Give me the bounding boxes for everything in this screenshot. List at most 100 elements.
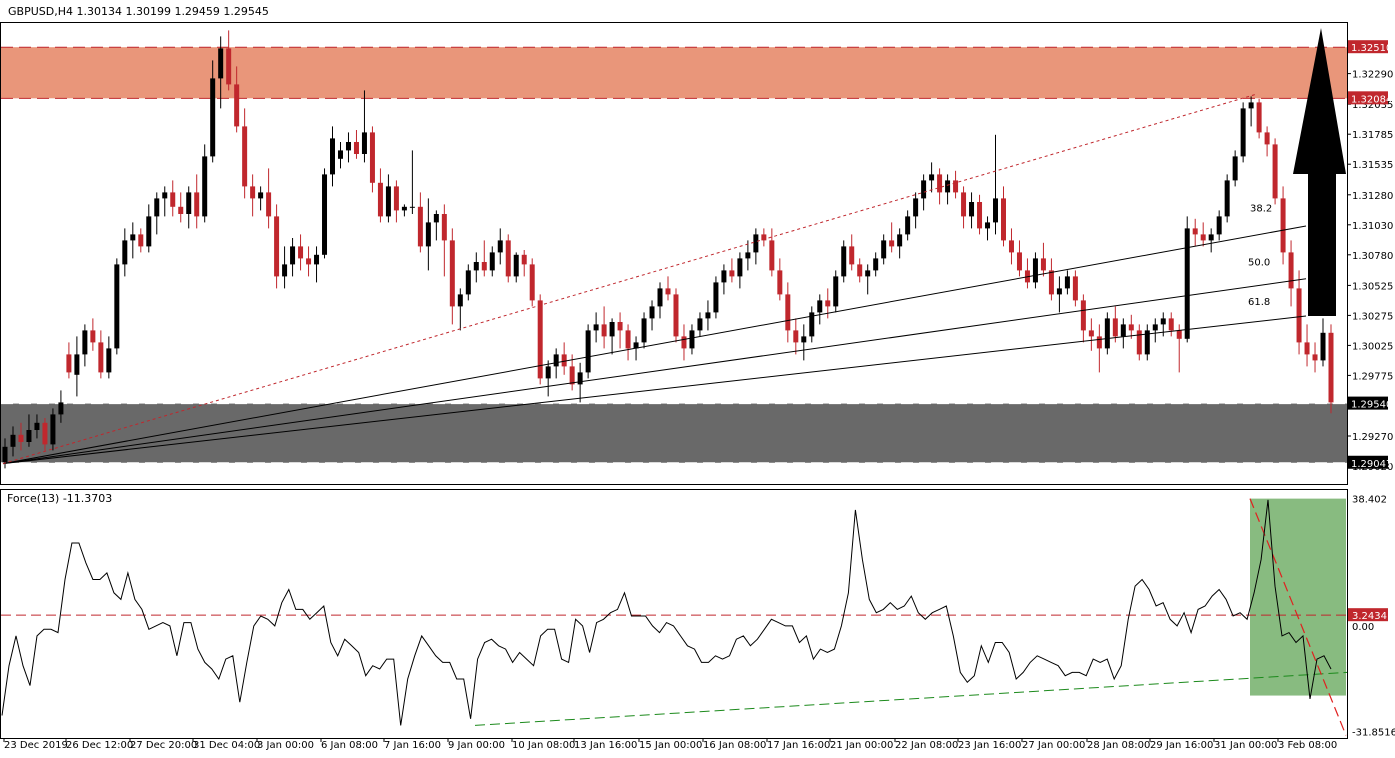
candle-body bbox=[1161, 318, 1166, 324]
candle-body bbox=[1241, 108, 1246, 156]
candle-body bbox=[1233, 156, 1238, 180]
candle bbox=[506, 234, 511, 282]
candle bbox=[50, 408, 55, 450]
candle bbox=[1225, 174, 1230, 222]
candle bbox=[530, 258, 535, 306]
candle-body bbox=[506, 240, 511, 276]
candle-body bbox=[226, 48, 231, 84]
candle-body bbox=[873, 258, 878, 270]
x-tick-label: 27 Jan 00:00 bbox=[1022, 740, 1085, 751]
candle-body bbox=[737, 258, 742, 276]
candle-body bbox=[490, 252, 495, 270]
price-label: 1.29047 bbox=[1351, 459, 1392, 470]
candle-body bbox=[1033, 258, 1038, 282]
candle-body bbox=[833, 276, 838, 306]
candle-body bbox=[450, 240, 455, 306]
candle-body bbox=[26, 430, 31, 442]
candle-body bbox=[1081, 300, 1086, 330]
candle-body bbox=[969, 202, 974, 216]
candle-body bbox=[985, 222, 990, 228]
candle-body bbox=[1129, 324, 1134, 330]
price-label: 1.32084 bbox=[1351, 94, 1392, 105]
candle bbox=[1105, 312, 1110, 354]
candle-body bbox=[1273, 144, 1278, 198]
candle-body bbox=[530, 264, 535, 300]
candle-body bbox=[50, 414, 55, 444]
candle-body bbox=[1313, 354, 1318, 360]
candle-body bbox=[154, 198, 159, 216]
x-tick-label: 3 Jan 00:00 bbox=[257, 740, 314, 751]
candle-body bbox=[562, 354, 567, 366]
candle-body bbox=[1249, 102, 1254, 108]
candle-body bbox=[1065, 276, 1070, 288]
x-tick-label: 3 Feb 08:00 bbox=[1278, 740, 1337, 751]
candle-body bbox=[945, 180, 950, 192]
candle-body bbox=[1009, 240, 1014, 252]
candle-body bbox=[250, 186, 255, 198]
x-tick-label: 23 Jan 16:00 bbox=[958, 740, 1021, 751]
candle-body bbox=[498, 240, 503, 252]
y-tick-label: 1.29775 bbox=[1352, 371, 1393, 382]
candle-body bbox=[889, 240, 894, 246]
candle-body bbox=[138, 234, 143, 246]
x-tick-label: 7 Jan 16:00 bbox=[384, 740, 441, 751]
candle-body bbox=[897, 234, 902, 246]
candle-body bbox=[681, 336, 686, 348]
candle-body bbox=[1201, 234, 1206, 240]
candle-body bbox=[114, 264, 119, 348]
candle-body bbox=[418, 207, 423, 247]
candle-body bbox=[242, 126, 247, 186]
candle-body bbox=[74, 354, 79, 374]
candle-body bbox=[178, 207, 183, 214]
candle-body bbox=[1073, 276, 1078, 300]
y-tick-label: 1.31030 bbox=[1352, 221, 1393, 232]
candle-body bbox=[825, 300, 830, 306]
candle-body bbox=[426, 222, 431, 246]
candle-body bbox=[1001, 198, 1006, 240]
candle-body bbox=[146, 216, 151, 246]
candle-body bbox=[769, 240, 774, 270]
candle-body bbox=[346, 142, 351, 150]
force-tick-label: 38.402 bbox=[1352, 495, 1387, 506]
candle-body bbox=[402, 207, 407, 211]
candle-body bbox=[82, 330, 87, 354]
fib-label: 50.0 bbox=[1248, 258, 1270, 269]
candle-body bbox=[1209, 234, 1214, 240]
candle-body bbox=[1105, 318, 1110, 348]
candle-body bbox=[106, 348, 111, 372]
candle-body bbox=[1193, 228, 1198, 234]
y-tick-label: 1.31535 bbox=[1352, 160, 1393, 171]
candle-body bbox=[186, 192, 191, 214]
candle-body bbox=[1217, 216, 1222, 234]
candle-body bbox=[642, 318, 647, 342]
candle-body bbox=[1329, 333, 1334, 403]
candle-body bbox=[610, 322, 615, 336]
y-tick-label: 1.29270 bbox=[1352, 432, 1393, 443]
candle-body bbox=[18, 435, 23, 442]
candle-body bbox=[1225, 180, 1230, 216]
candle-body bbox=[130, 234, 135, 240]
candle-body bbox=[1121, 324, 1126, 336]
candle-body bbox=[378, 183, 383, 217]
candle bbox=[586, 324, 591, 378]
y-tick-label: 1.30275 bbox=[1352, 311, 1393, 322]
candle-body bbox=[514, 255, 519, 277]
candle-body bbox=[793, 330, 798, 342]
candle bbox=[370, 126, 375, 192]
candle-body bbox=[801, 336, 806, 342]
candle-body bbox=[993, 198, 998, 222]
candle bbox=[713, 276, 718, 318]
candle-body bbox=[1281, 198, 1286, 252]
candle-body bbox=[258, 192, 263, 198]
candle-body bbox=[354, 142, 359, 154]
candle-body bbox=[921, 180, 926, 198]
candle-body bbox=[977, 202, 982, 228]
candle-body bbox=[34, 423, 39, 430]
candle-body bbox=[322, 174, 327, 254]
candle-body bbox=[482, 262, 487, 270]
candle-body bbox=[90, 330, 95, 342]
candle-body bbox=[1257, 102, 1262, 132]
candle-body bbox=[98, 342, 103, 372]
candle-body bbox=[218, 48, 223, 78]
